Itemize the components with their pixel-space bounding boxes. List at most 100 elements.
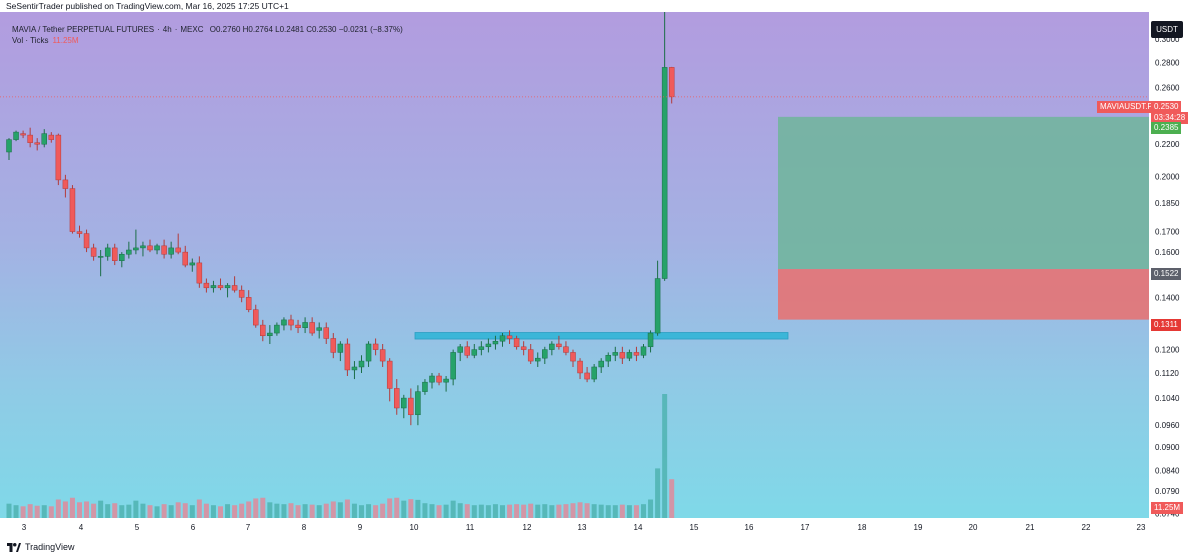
volume-bar — [267, 502, 273, 518]
volume-bar — [112, 503, 118, 518]
legend-ohlc: O0.2760 H0.2764 L0.2481 C0.2530 −0.0231 … — [209, 25, 403, 34]
volume-bar — [20, 506, 26, 518]
candle-body — [647, 332, 654, 348]
legend-exchange: MEXC — [180, 25, 204, 34]
candle-body — [112, 247, 118, 261]
candle-body — [34, 142, 40, 145]
volume-bar — [175, 502, 181, 518]
brand-name: TradingView — [25, 542, 75, 552]
volume-legend-label[interactable]: Vol · Ticks — [12, 36, 49, 45]
volume-legend-value: 11.25M — [52, 36, 79, 45]
volume-bar — [161, 504, 167, 518]
candle-body — [379, 349, 386, 362]
volume-bar — [260, 497, 266, 518]
volume-bar — [429, 504, 435, 518]
volume-bar — [655, 468, 661, 518]
volume-bar — [140, 503, 146, 518]
candle-body — [661, 67, 668, 279]
volume-bar — [492, 504, 498, 518]
date-tick-label: 14 — [634, 523, 643, 532]
candle-body — [577, 360, 583, 374]
date-tick-label: 5 — [135, 523, 140, 532]
volume-bar — [189, 505, 195, 518]
candle-body — [224, 285, 231, 289]
volume-bar — [633, 505, 639, 518]
volume-bars — [6, 394, 675, 518]
tradingview-logo[interactable]: TradingView — [7, 542, 75, 553]
candle-body — [535, 357, 541, 362]
price-tick-label: 0.1120 — [1155, 369, 1179, 378]
candle-body — [436, 375, 442, 383]
volume-legend: Vol · Ticks 11.25M — [12, 36, 79, 45]
candle-body — [337, 343, 344, 353]
date-tick-label: 4 — [79, 523, 84, 532]
volume-bar — [48, 506, 54, 518]
candle-body — [372, 343, 379, 350]
candle-body — [422, 381, 428, 392]
legend-interval[interactable]: 4h — [162, 25, 172, 34]
candle-body — [20, 133, 26, 136]
date-tick-label: 21 — [1026, 523, 1035, 532]
candle-body — [520, 346, 527, 350]
position-zones — [414, 116, 1149, 340]
price-tick-label: 0.2800 — [1155, 58, 1180, 67]
date-tick-label: 19 — [914, 523, 923, 532]
candle-body — [499, 335, 506, 342]
candle-body — [358, 360, 365, 368]
price-axis[interactable] — [1149, 12, 1199, 518]
volume-bar — [535, 504, 541, 518]
volume-bar — [542, 504, 548, 518]
candle-body — [323, 327, 329, 339]
candle-body — [196, 262, 203, 284]
candle-body — [13, 131, 19, 140]
candle-body — [471, 349, 478, 356]
volume-bar — [98, 500, 104, 518]
volume-bar — [69, 497, 75, 518]
candle-body — [41, 133, 47, 145]
date-tick-label: 10 — [410, 523, 419, 532]
volume-bar — [288, 503, 294, 518]
volume-bar — [387, 498, 393, 518]
stop-price-tag: 0.1311 — [1151, 319, 1181, 331]
candle-body — [598, 360, 604, 368]
candle-body — [485, 343, 492, 348]
candle-body — [175, 247, 181, 253]
volume-bar — [119, 505, 125, 518]
candle-body — [210, 285, 217, 289]
currency-button[interactable]: USDT — [1151, 21, 1183, 38]
candle-body — [140, 245, 146, 249]
candle-body — [302, 322, 308, 328]
stop-zone — [778, 269, 1149, 320]
legend-symbol[interactable]: MAVIA / Tether PERPETUAL FUTURES — [12, 25, 155, 34]
volume-bar — [203, 503, 209, 518]
tradingview-logo-icon — [7, 543, 21, 553]
candle-body — [464, 346, 470, 356]
last-price-tag: 0.2530 — [1151, 101, 1182, 113]
volume-bar — [295, 505, 301, 518]
volume-bar — [626, 505, 632, 518]
volume-bar — [105, 504, 111, 518]
volume-bar — [457, 503, 463, 518]
price-tick-label: 0.0840 — [1155, 466, 1180, 475]
date-tick-label: 12 — [523, 523, 532, 532]
volume-bar — [401, 500, 407, 518]
candle-body — [513, 338, 520, 348]
candle-body — [253, 309, 259, 326]
candle-body — [309, 322, 315, 334]
volume-bar — [549, 505, 555, 518]
candle-body — [457, 346, 463, 353]
candle-body — [281, 319, 287, 326]
candle-body — [605, 355, 611, 362]
candle-body — [147, 245, 153, 251]
candle-body — [104, 247, 111, 257]
volume-bar — [27, 504, 33, 518]
volume-bar — [669, 479, 675, 518]
candle-body — [640, 346, 647, 356]
candle-body — [506, 335, 513, 339]
candle-body — [365, 343, 372, 362]
volume-bar — [436, 505, 442, 518]
candle-body — [238, 289, 245, 298]
date-tick-label: 16 — [745, 523, 754, 532]
volume-bar — [366, 504, 372, 518]
